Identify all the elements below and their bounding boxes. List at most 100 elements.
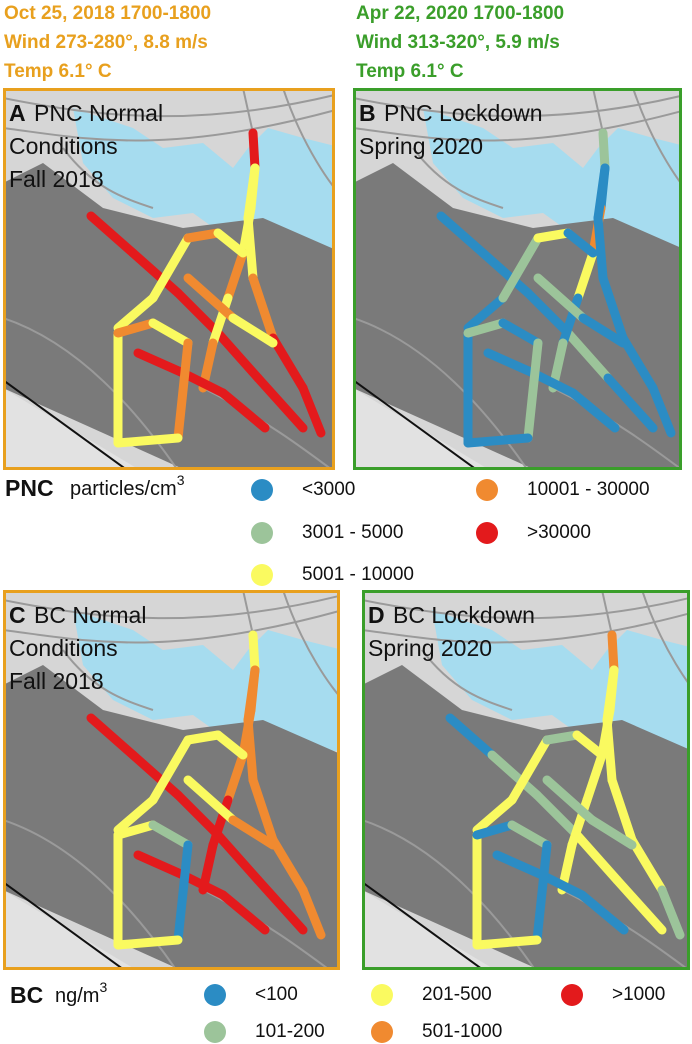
legend-label: 10001 - 30000 bbox=[527, 479, 650, 500]
route-segment bbox=[128, 248, 183, 298]
route-segment bbox=[568, 388, 620, 433]
route-segment bbox=[113, 318, 158, 338]
header-line: Temp 6.1° C bbox=[4, 61, 112, 82]
road bbox=[3, 609, 340, 644]
route-segment bbox=[573, 248, 598, 303]
route-segment bbox=[183, 730, 223, 745]
route-segment bbox=[602, 715, 617, 785]
route-segment bbox=[253, 875, 308, 935]
road bbox=[592, 88, 604, 134]
route-segment bbox=[657, 885, 685, 940]
legend-swatch bbox=[476, 479, 498, 501]
route-segment bbox=[298, 383, 326, 438]
route-segment bbox=[248, 630, 260, 675]
road bbox=[421, 649, 513, 711]
route-segment bbox=[593, 213, 608, 283]
legend-swatch bbox=[204, 1021, 226, 1043]
route-segment bbox=[213, 730, 248, 760]
legend-swatch bbox=[561, 984, 583, 1006]
legend-unit: ng/m3 bbox=[55, 979, 107, 1008]
route-segment bbox=[463, 318, 508, 338]
route-segment bbox=[213, 328, 263, 383]
route-segment bbox=[483, 348, 538, 378]
route-segment bbox=[478, 248, 533, 298]
route-segment bbox=[472, 795, 517, 835]
route-segment bbox=[498, 233, 543, 303]
header-line: Temp 6.1° C bbox=[356, 61, 464, 82]
map bbox=[353, 88, 682, 470]
route-segment bbox=[572, 830, 622, 885]
legend-label: >1000 bbox=[612, 984, 665, 1005]
route-segment bbox=[86, 713, 138, 760]
road bbox=[362, 819, 537, 970]
header-line: Wind 273-280°, 8.8 m/s bbox=[4, 32, 208, 53]
route-segment bbox=[607, 775, 637, 845]
route-segment bbox=[572, 730, 607, 760]
map bbox=[362, 590, 690, 970]
route-segment bbox=[507, 820, 552, 850]
road bbox=[282, 88, 335, 191]
route-segment bbox=[213, 830, 263, 885]
road bbox=[601, 590, 613, 636]
route-segment bbox=[627, 835, 667, 895]
legend-label: <3000 bbox=[302, 479, 355, 500]
route-segment bbox=[577, 890, 629, 935]
route-segment bbox=[498, 318, 543, 348]
legend-swatch bbox=[371, 1021, 393, 1043]
legend-swatch bbox=[251, 479, 273, 501]
route-segment bbox=[113, 293, 158, 333]
route-segment bbox=[587, 815, 637, 850]
route-segment bbox=[243, 715, 258, 785]
route-segment bbox=[523, 288, 573, 338]
shoreline bbox=[353, 379, 479, 470]
route-segment bbox=[243, 213, 258, 283]
route-segment bbox=[173, 288, 223, 338]
route-segment bbox=[113, 795, 158, 835]
road bbox=[242, 590, 254, 636]
route-segment bbox=[223, 750, 248, 805]
header-line: Apr 22, 2020 1700-1800 bbox=[356, 3, 564, 24]
legend-label: 101-200 bbox=[255, 1021, 325, 1042]
panel-title: Spring 2020 bbox=[368, 635, 492, 661]
road bbox=[3, 109, 335, 142]
shoreline bbox=[362, 881, 485, 970]
legend-swatch bbox=[204, 984, 226, 1006]
road bbox=[362, 612, 690, 644]
panel-letter: D bbox=[368, 602, 385, 628]
map bbox=[3, 590, 340, 970]
route-segment bbox=[472, 935, 542, 950]
panel-title: Fall 2018 bbox=[9, 668, 104, 694]
panel-title: BC Lockdown bbox=[393, 602, 535, 628]
road bbox=[3, 317, 179, 470]
route-segment bbox=[113, 820, 158, 840]
panel-title: Fall 2018 bbox=[9, 166, 104, 192]
route-segment bbox=[228, 815, 278, 850]
route-segment bbox=[532, 790, 582, 840]
route-segment bbox=[253, 373, 308, 433]
panel-title: Conditions bbox=[9, 133, 118, 159]
route-segment bbox=[532, 840, 552, 945]
legend-unit-sup: 3 bbox=[177, 472, 185, 488]
map bbox=[3, 88, 335, 470]
route-segment bbox=[243, 665, 260, 725]
route-segment bbox=[648, 383, 676, 438]
route-segment bbox=[183, 273, 238, 323]
route-segment bbox=[148, 318, 193, 348]
route-segment bbox=[612, 875, 667, 935]
legend-title: PNC bbox=[5, 475, 54, 501]
road bbox=[412, 147, 504, 209]
route-segment bbox=[173, 338, 193, 443]
route-segment bbox=[578, 313, 628, 348]
route-segment bbox=[178, 368, 228, 398]
route-segment bbox=[598, 273, 628, 343]
route-segment bbox=[528, 368, 578, 398]
shoreline bbox=[3, 379, 129, 470]
route-segment bbox=[603, 373, 658, 433]
panel-title: BC Normal bbox=[34, 602, 146, 628]
route-segment bbox=[533, 273, 588, 323]
panel-letter: B bbox=[359, 100, 376, 126]
legend-unit-sup: 3 bbox=[99, 979, 107, 995]
panel-title: PNC Normal bbox=[34, 100, 163, 126]
map-panel: C BC Normal Conditions Fall 2018 bbox=[3, 590, 340, 970]
